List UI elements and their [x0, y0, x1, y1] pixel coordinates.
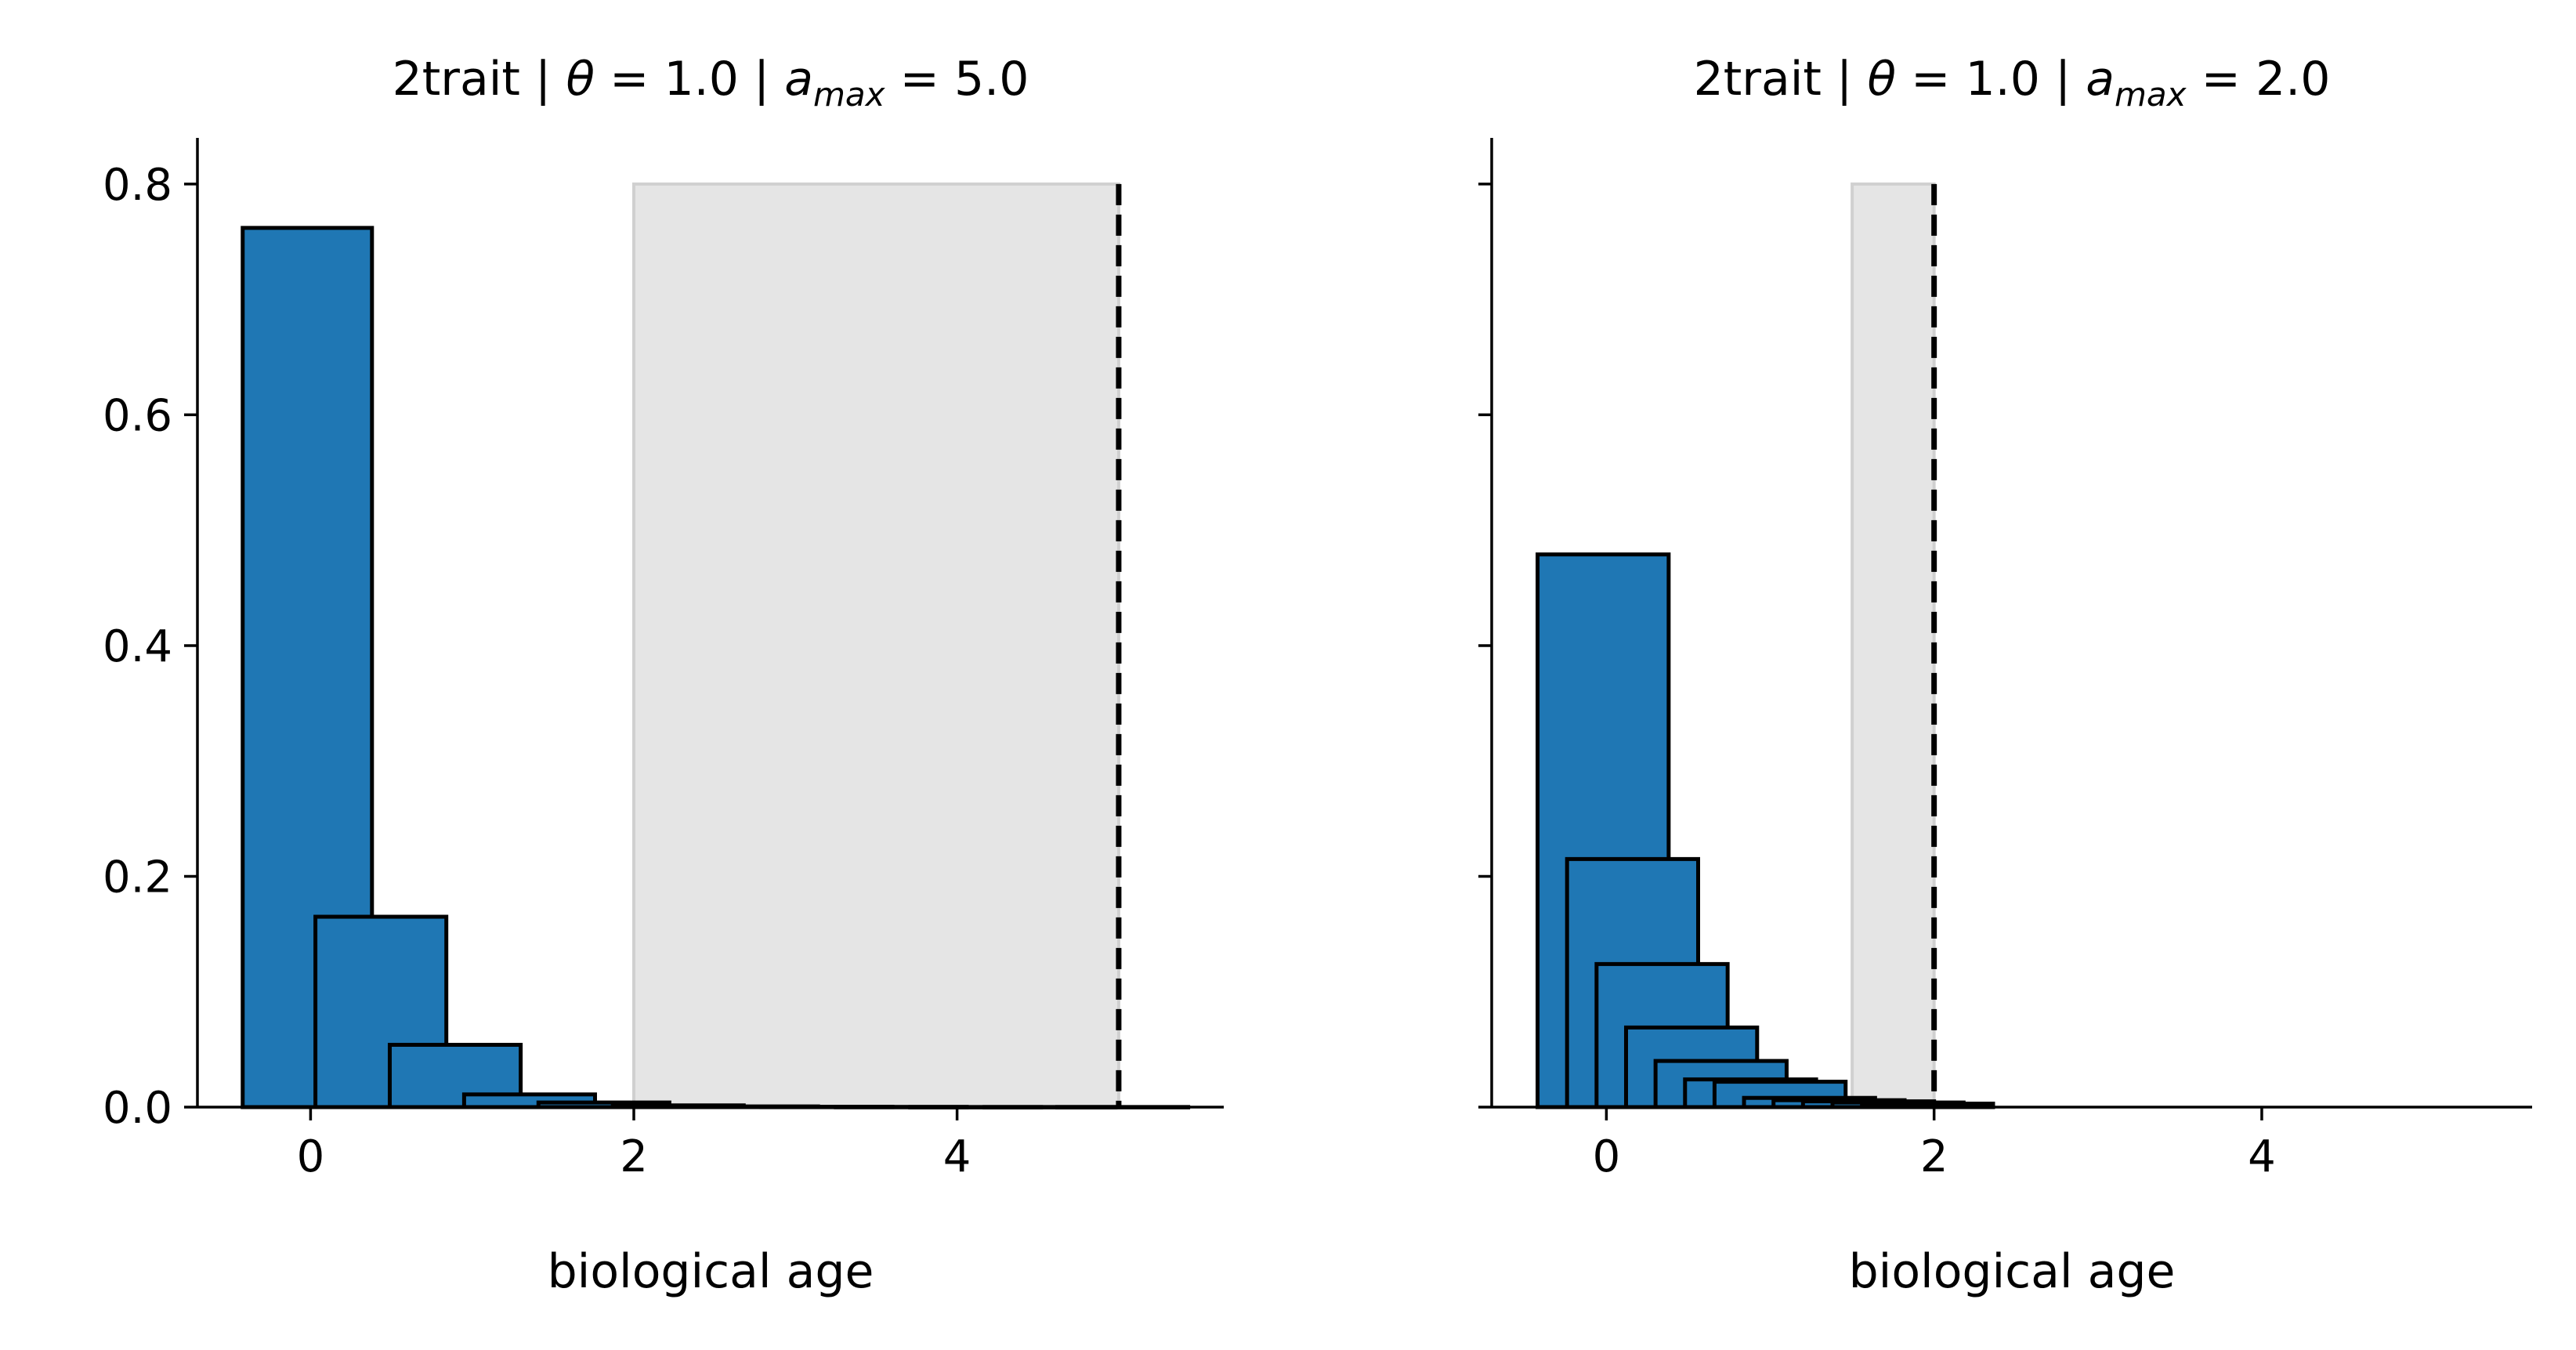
panel-title: 2trait | θ = 1.0 | amax = 2.0: [1694, 52, 2331, 114]
panel-right: 0 2 4 biological age 2trait | θ = 1.0 | amax…: [1478, 52, 2532, 1299]
title-theta: θ: [566, 52, 595, 107]
shaded-region: [1851, 182, 1936, 1109]
title-subscript-max: max: [2115, 75, 2187, 114]
title-suffix: = 2.0: [2187, 52, 2331, 107]
x-tick-label-0: 0: [297, 1131, 325, 1182]
title-prefix: 2trait |: [393, 52, 566, 107]
y-tick-label-0: 0.0: [103, 1083, 172, 1134]
panel-left: 0 2 4 0.0 0.2 0.4 0.6 0.8 biological age 2trait |…: [103, 52, 1224, 1299]
y-tick-label-1: 0.2: [103, 852, 172, 903]
y-tick-label-2: 0.4: [103, 621, 172, 672]
panel-title: 2trait | θ = 1.0 | amax = 5.0: [393, 52, 1029, 114]
title-theta: θ: [1867, 52, 1896, 107]
title-prefix: 2trait |: [1694, 52, 1868, 107]
title-a: a: [2086, 52, 2115, 107]
x-tick-label-1: 2: [620, 1131, 648, 1182]
y-tick-label-3: 0.6: [103, 390, 172, 441]
title-mid: = 1.0 |: [595, 52, 784, 107]
title-subscript-max: max: [813, 75, 886, 114]
x-tick-label-2: 4: [2248, 1131, 2276, 1182]
x-axis-label: biological age: [548, 1244, 874, 1299]
x-tick-label-2: 4: [943, 1131, 971, 1182]
title-mid: = 1.0 |: [1896, 52, 2086, 107]
title-a: a: [784, 52, 813, 107]
y-tick-label-4: 0.8: [103, 160, 172, 211]
x-tick-label-0: 0: [1593, 1131, 1621, 1182]
x-axis-label: biological age: [1849, 1244, 2176, 1299]
shaded-region: [632, 182, 1120, 1109]
x-tick-label-1: 2: [1920, 1131, 1948, 1182]
title-suffix: = 5.0: [885, 52, 1029, 107]
